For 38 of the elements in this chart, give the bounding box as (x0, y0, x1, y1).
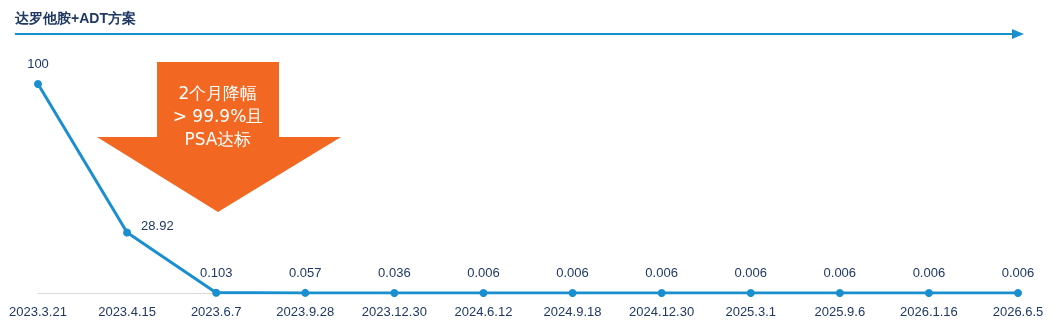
x-tick-label: 2025.9.6 (814, 304, 866, 319)
data-label: 0.006 (734, 264, 767, 280)
x-tick-label: 2023.9.28 (276, 304, 335, 319)
x-tick-label: 2023.6.7 (190, 304, 242, 319)
point (924, 288, 933, 297)
data-label: 0.103 (199, 264, 233, 280)
chart-title: 达罗他胺+ADT方案 (14, 10, 136, 26)
x-tick-label: 2024.9.18 (543, 304, 602, 319)
x-tick-label: 2023.12.30 (361, 304, 427, 319)
data-label: 28.92 (141, 217, 174, 233)
x-tick-label: 2026.1.16 (899, 304, 958, 319)
data-label: 0.057 (289, 264, 322, 280)
point (835, 288, 844, 297)
annotation: 2个月降幅 > 99.9%且 PSA达标 (171, 82, 265, 151)
point (657, 288, 666, 297)
x-tick-label: 2024.12.30 (629, 304, 695, 319)
x-tick-label: 2024.6.12 (454, 304, 513, 319)
point (301, 288, 310, 297)
data-label: 100 (27, 56, 49, 71)
point (1014, 288, 1022, 297)
point (123, 228, 132, 237)
data-label: 0.036 (378, 264, 411, 280)
x-tick-label: 2023.4.15 (98, 304, 157, 319)
x-tick-label: 2025.3.1 (725, 304, 777, 319)
point (34, 80, 42, 88)
point (212, 288, 221, 297)
point (479, 288, 488, 297)
x-tick-label: 2026.6.5 (992, 304, 1044, 319)
data-label: 0.006 (912, 264, 946, 280)
data-label: 0.006 (467, 264, 500, 280)
data-label: 0.006 (823, 264, 857, 280)
data-label: 0.006 (1001, 264, 1035, 280)
point (746, 288, 755, 297)
x-tick-label: 2023.3.21 (9, 304, 67, 319)
data-label: 0.006 (556, 264, 589, 280)
point (390, 288, 399, 297)
data-label: 0.006 (645, 264, 678, 280)
point (568, 288, 577, 297)
